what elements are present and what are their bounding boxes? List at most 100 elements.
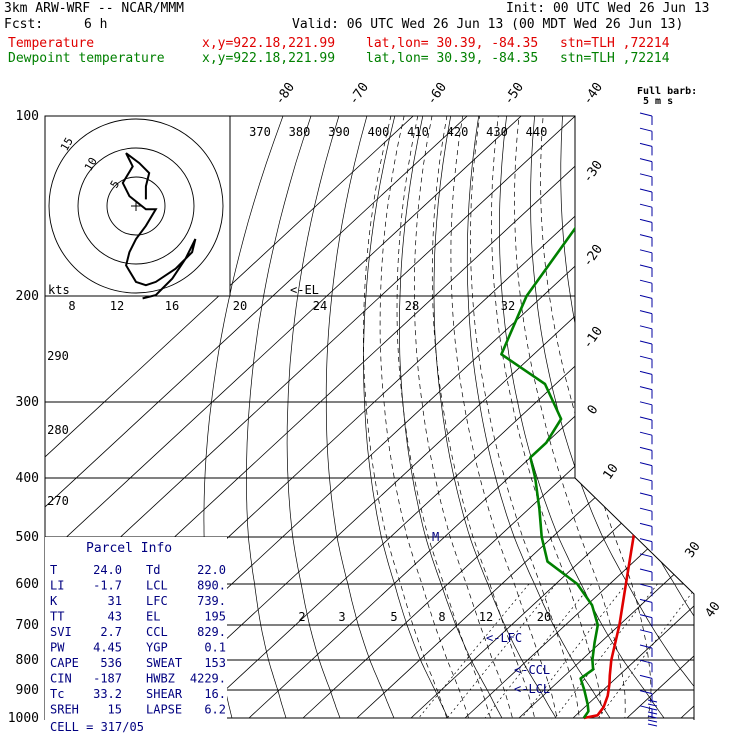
parcel-param-value: 153 <box>204 656 226 670</box>
lfc-marker: <-LFC <box>486 631 522 645</box>
parcel-param-name: Tc <box>50 687 64 701</box>
wind-barb <box>639 310 653 315</box>
theta-label: 440 <box>526 125 548 139</box>
pressure-tick-label: 800 <box>16 653 39 668</box>
parcel-param-name: YGP <box>146 641 168 655</box>
wind-barb <box>639 325 653 330</box>
pressure-tick-label: 200 <box>16 289 39 304</box>
wind-barb <box>647 715 658 719</box>
isotherm-line <box>45 116 468 719</box>
wind-barb <box>639 462 653 467</box>
wind-barb <box>639 355 653 360</box>
dry-adiabat-line <box>530 116 694 719</box>
dry-adiabat-line <box>466 116 633 719</box>
wind-barb <box>639 203 653 208</box>
parcel-param-name: TT <box>50 610 64 624</box>
dry-adiabat-line <box>702 116 740 718</box>
dry-adiabat-line <box>399 116 524 719</box>
barb-legend-units: 5 m s <box>643 96 673 107</box>
theta-label: 380 <box>289 125 311 139</box>
wind-barb <box>647 699 658 703</box>
pressure-tick-label: 400 <box>16 471 39 486</box>
mixing-ratio-label: 12 <box>479 610 493 624</box>
parcel-param-value: 2.7 <box>100 625 122 639</box>
isotherm-label: -20 <box>580 242 606 270</box>
wind-barb <box>639 340 653 345</box>
parcel-param-name: SWEAT <box>146 656 182 670</box>
mixing-ratio-label: 16 <box>165 299 179 313</box>
theta-label: 390 <box>328 125 350 139</box>
parcel-param-name: CIN <box>50 672 72 686</box>
wind-barb <box>639 112 653 117</box>
dewpoint-label: Dewpoint temperature <box>8 51 165 66</box>
isotherm-label: -80 <box>272 80 298 108</box>
wind-barb <box>639 401 653 406</box>
parcel-param-value: 195 <box>204 610 226 624</box>
isotherm-label: -30 <box>580 158 606 186</box>
wind-barb <box>639 553 653 558</box>
parcel-param-value: 33.2 <box>93 687 122 701</box>
parcel-param-name: SVI <box>50 625 72 639</box>
wind-barb <box>639 158 653 163</box>
theta-label: 410 <box>407 125 429 139</box>
temperature-station: stn=TLH ,72214 <box>560 36 670 51</box>
wind-barb <box>639 188 653 193</box>
moist-adiabat-line <box>540 116 660 719</box>
wind-barb <box>639 644 653 649</box>
theta-label: 400 <box>368 125 390 139</box>
isotherm-label: -10 <box>580 324 606 352</box>
parcel-param-value: 15 <box>108 703 122 717</box>
dry-adiabat-line <box>618 116 694 719</box>
dry-adiabat-line <box>433 116 578 719</box>
wind-barb <box>639 446 653 451</box>
parcel-param-value: 43 <box>108 610 122 624</box>
parcel-param-name: K <box>50 594 58 608</box>
wind-barb <box>639 264 653 269</box>
isotherm-line <box>572 116 694 719</box>
parcel-param-name: HWBZ <box>146 672 175 686</box>
parcel-param-name: PW <box>50 641 65 655</box>
wind-barb <box>647 707 658 711</box>
parcel-param-value: 31 <box>108 594 122 608</box>
dry-adiabat-line <box>673 116 694 719</box>
moist-adiabat-line <box>450 116 573 719</box>
isotherm-line <box>302 116 694 719</box>
parcel-param-name: SHEAR <box>146 687 183 701</box>
moist-adiabat-line <box>363 116 465 719</box>
hodograph-ring <box>48 118 224 294</box>
dry-adiabat-label: 290 <box>47 349 69 363</box>
wind-barb <box>647 723 658 727</box>
theta-label: 430 <box>486 125 508 139</box>
mixing-ratio-label: 8 <box>438 610 445 624</box>
isotherm-line <box>680 116 694 719</box>
pressure-tick-label: 600 <box>16 577 39 592</box>
isotherm-line <box>518 116 694 719</box>
mixing-ratio-label: 24 <box>313 299 327 313</box>
wind-barb <box>639 431 653 436</box>
isotherm-label: 10 <box>600 461 621 482</box>
temperature-trace <box>583 116 694 720</box>
theta-label: 420 <box>447 125 469 139</box>
lcl-marker: <-LCL <box>514 682 550 696</box>
parcel-param-value: -1.7 <box>93 579 122 593</box>
parcel-param-value: 4229. <box>190 672 226 686</box>
wind-barb <box>639 173 653 178</box>
dry-adiabat-line <box>363 116 469 719</box>
pressure-tick-label: 1000 <box>8 711 39 726</box>
wind-barb <box>639 522 653 527</box>
ccl-marker: <-CCL <box>514 663 550 677</box>
parcel-param-value: 16. <box>204 687 226 701</box>
plot-frame <box>45 115 695 720</box>
wind-barb <box>639 477 653 482</box>
temperature-xy: x,y=922.18,221.99 <box>202 36 336 51</box>
parcel-param-name: LAPSE <box>146 703 182 717</box>
valid-time: Valid: 06 UTC Wed 26 Jun 13 (00 MDT Wed … <box>292 17 684 32</box>
isotherm-label: -50 <box>501 80 527 108</box>
parcel-param-name: SREH <box>50 703 79 717</box>
hodograph-ring <box>106 176 166 236</box>
wind-barb <box>639 249 653 254</box>
init-time: Init: 00 UTC Wed 26 Jun 13 <box>506 1 710 16</box>
temperature-label: Temperature <box>8 36 95 51</box>
isotherm-line <box>45 116 576 719</box>
